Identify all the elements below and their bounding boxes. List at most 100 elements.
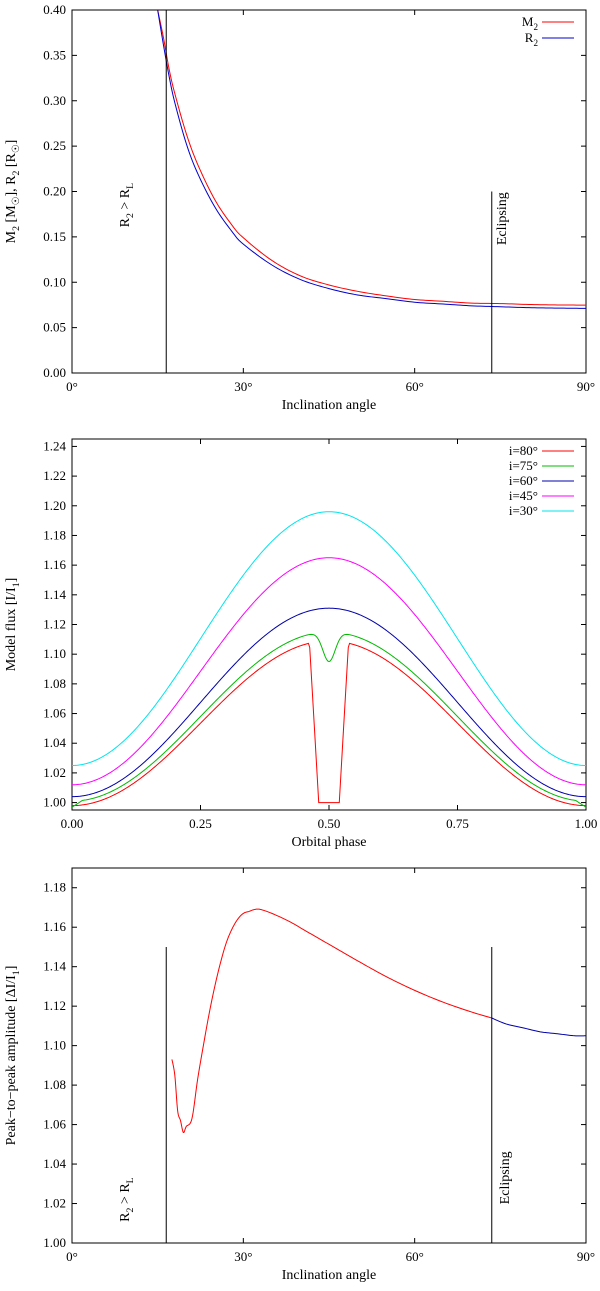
- x-axis-label: Orbital phase: [291, 835, 366, 850]
- y-tick-label: 1.18: [43, 880, 66, 895]
- y-tick-label: 0.40: [43, 2, 66, 17]
- label-part: Model flux [I/I: [4, 587, 19, 671]
- annotation-eclipsing: Eclipsing: [495, 192, 510, 245]
- y-tick-label: 1.10: [43, 1038, 66, 1053]
- x-tick-label: 60°: [406, 1249, 424, 1264]
- legend-label: i=60°: [509, 473, 538, 488]
- y-tick-label: 0.25: [43, 138, 66, 153]
- x-tick-label: 60°: [406, 379, 424, 394]
- x-tick-label: 90°: [577, 379, 595, 394]
- y-tick-label: 1.12: [43, 998, 66, 1013]
- y-tick-label: 1.04: [43, 1156, 66, 1171]
- label-part: M: [4, 230, 19, 243]
- annotation-eclipsing: Eclipsing: [498, 1151, 513, 1204]
- y-tick-label: 0.10: [43, 274, 66, 289]
- x-axis-label: Inclination angle: [282, 398, 376, 413]
- y-tick-label: 0.35: [43, 47, 66, 62]
- annotation-roche: R2 > RL: [118, 1177, 136, 1221]
- y-tick-label: 1.06: [43, 706, 66, 721]
- series-line-4: [72, 557, 586, 786]
- label-part: Peak−to−peak amplitude [ΔI/I: [4, 975, 19, 1146]
- x-tick-label: 30°: [234, 1249, 252, 1264]
- y-tick-label: 1.08: [43, 1077, 66, 1092]
- label-subscript: 1: [11, 970, 22, 975]
- plot-frame: [71, 867, 587, 1244]
- series-group: [171, 908, 586, 1134]
- label-part: [M: [4, 205, 19, 226]
- series-line-2: [491, 1017, 586, 1037]
- y-tick-label: 0.00: [43, 365, 66, 380]
- label-subscript: 2: [11, 171, 22, 176]
- legend-label: R2: [525, 30, 539, 48]
- label-subscript: L: [125, 183, 136, 189]
- x-axis-label: Inclination angle: [282, 1268, 376, 1283]
- chart-1: 0.00 0.05 0.10 0.15 0.20 0.25 0.30 0.35 0.40 0° 30…: [4, 2, 595, 413]
- y-tick-label: 1.02: [43, 765, 66, 780]
- label-part: R: [525, 30, 534, 45]
- label-part: R: [118, 217, 133, 227]
- x-tick-label: 0.50: [318, 816, 341, 831]
- series-line-5: [72, 511, 586, 766]
- plot-frame: [71, 9, 587, 374]
- label-subscript: L: [125, 1177, 136, 1183]
- label-part: Eclipsing: [498, 1151, 513, 1204]
- label-subscript: 2: [125, 1207, 136, 1212]
- legend-label: i=80°: [509, 443, 538, 458]
- y-tick-label: 1.24: [43, 438, 66, 453]
- y-tick-label: 1.04: [43, 735, 66, 750]
- y-tick-label: 1.10: [43, 646, 66, 661]
- series-line-1: [157, 10, 586, 306]
- label-part: ], R: [4, 175, 19, 197]
- label-subscript: ☉: [11, 144, 22, 153]
- label-part: > R: [118, 188, 133, 213]
- label-part: > R: [118, 1183, 133, 1208]
- label-subscript: 2: [11, 226, 22, 231]
- y-tick-label: 1.08: [43, 676, 66, 691]
- label-subscript: ☉: [11, 196, 22, 205]
- y-tick-label: 1.22: [43, 468, 66, 483]
- x-tick-label: 0.75: [446, 816, 469, 831]
- label-subscript: 1: [11, 582, 22, 587]
- annotation-roche: R2 > RL: [118, 183, 136, 227]
- y-axis-label: Model flux [I/I1]: [4, 578, 22, 672]
- label-subscript: 2: [125, 213, 136, 218]
- x-tick-label: 1.00: [575, 816, 598, 831]
- y-tick-label: 1.00: [43, 795, 66, 810]
- y-tick-label: 1.20: [43, 498, 66, 513]
- label-subscript: 2: [533, 38, 538, 48]
- series-line-2: [157, 10, 586, 309]
- legend-label: i=45°: [509, 488, 538, 503]
- y-tick-label: 0.15: [43, 229, 66, 244]
- series-group: [157, 10, 586, 309]
- label-part: [R: [4, 152, 19, 170]
- x-tick-label: 30°: [234, 379, 252, 394]
- x-tick-label: 0°: [66, 379, 78, 394]
- series-line-3: [72, 607, 586, 798]
- y-tick-label: 1.12: [43, 617, 66, 632]
- y-tick-label: 0.30: [43, 93, 66, 108]
- x-tick-label: 0°: [66, 1249, 78, 1264]
- y-tick-label: 1.18: [43, 527, 66, 542]
- legend: i=80°i=75°i=60°i=45°i=30°: [509, 443, 574, 518]
- y-tick-label: 1.00: [43, 1235, 66, 1250]
- y-tick-label: 1.14: [43, 587, 66, 602]
- y-tick-label: 1.16: [43, 919, 66, 934]
- label-part: ]: [4, 578, 19, 583]
- label-part: R: [118, 1212, 133, 1222]
- legend-label: M2: [522, 14, 539, 32]
- series-line-1: [72, 642, 586, 807]
- label-part: M: [522, 14, 534, 29]
- y-tick-label: 1.02: [43, 1196, 66, 1211]
- y-axis-label: M2 [M☉], R2 [R☉]: [4, 140, 22, 244]
- label-part: Eclipsing: [495, 192, 510, 245]
- series-group: [72, 511, 586, 808]
- x-tick-label: 0.25: [189, 816, 212, 831]
- label-part: ]: [4, 140, 19, 145]
- chart-3: 1.00 1.02 1.04 1.06 1.08 1.10 1.12 1.14 1.16 1.18…: [4, 867, 595, 1283]
- x-tick-label: 0.00: [61, 816, 84, 831]
- x-tick-label: 90°: [577, 1249, 595, 1264]
- y-tick-label: 1.14: [43, 959, 66, 974]
- y-tick-label: 1.16: [43, 557, 66, 572]
